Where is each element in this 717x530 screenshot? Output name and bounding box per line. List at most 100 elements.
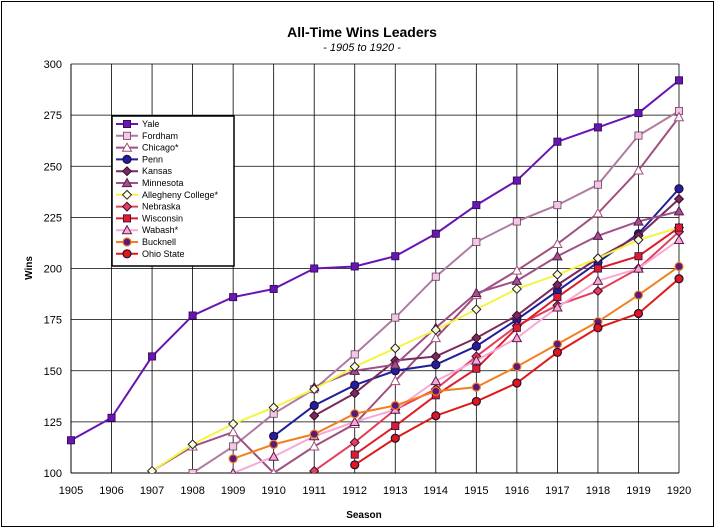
data-point-wisconsin: [553, 293, 562, 302]
data-point-allegheny-college: [552, 269, 563, 280]
data-point-chicago: [430, 332, 442, 343]
data-point-penn: [309, 400, 319, 411]
data-point-wabash: [430, 375, 442, 386]
data-point-wisconsin: [512, 323, 521, 332]
legend-marker-bucknell: [122, 237, 132, 247]
y-tick-label: 225: [44, 212, 62, 224]
data-point-wisconsin: [675, 223, 684, 232]
data-point-chicago: [592, 207, 604, 218]
data-point-ohio-state: [552, 347, 563, 357]
data-point-kansas: [349, 388, 360, 399]
legend-marker-chicago: [121, 142, 133, 152]
data-point-ohio-state: [593, 323, 603, 333]
x-tick-label: 1912: [342, 485, 366, 497]
data-point-fordham: [431, 272, 440, 281]
series-line-minnesota: [313, 210, 680, 389]
y-tick-label: 200: [44, 264, 62, 276]
x-tick-label: 1919: [626, 485, 650, 497]
data-point-wabash: [268, 451, 280, 461]
legend-marker-wabash: [121, 224, 133, 235]
x-tick-label: 1914: [424, 485, 448, 497]
legend-label-kansas: Kansas: [142, 166, 173, 176]
data-point-bucknell: [431, 386, 441, 396]
data-point-yale: [512, 176, 521, 185]
data-point-minnesota: [389, 359, 401, 369]
series-line-wabash: [232, 239, 680, 473]
data-point-penn: [269, 431, 279, 441]
series-bucknell: [228, 261, 684, 464]
series-line-nebraska: [313, 230, 680, 472]
data-point-bucknell: [512, 362, 522, 372]
data-point-wisconsin: [350, 450, 359, 459]
data-point-chicago: [308, 440, 320, 451]
data-point-bucknell: [674, 261, 684, 272]
y-tick-label: 100: [44, 468, 62, 480]
data-point-wabash: [552, 301, 563, 312]
data-point-yale: [107, 413, 116, 422]
data-point-wisconsin: [634, 252, 643, 261]
data-point-yale: [634, 109, 643, 118]
y-tick-label: 125: [44, 417, 62, 429]
data-point-fordham: [553, 201, 562, 210]
legend-label-wisconsin: Wisconsin: [142, 213, 183, 223]
data-point-ohio-state: [512, 378, 522, 388]
x-tick-label: 1906: [99, 485, 123, 497]
data-point-kansas: [309, 410, 320, 421]
data-point-allegheny-college: [349, 361, 360, 372]
data-point-wabash: [511, 332, 523, 343]
legend-label-wabash: Wabash*: [142, 225, 179, 235]
data-point-nebraska: [592, 285, 604, 297]
data-point-wabash: [633, 262, 644, 273]
data-point-nebraska: [309, 465, 320, 473]
data-point-kansas: [430, 351, 441, 362]
data-point-yale: [148, 352, 157, 361]
data-point-ohio-state: [431, 411, 441, 421]
data-point-yale: [675, 76, 684, 85]
data-point-ohio-state: [674, 274, 684, 284]
data-point-chicago: [270, 467, 277, 473]
data-point-fordham: [634, 131, 643, 140]
data-point-kansas: [471, 332, 482, 344]
data-point-nebraska: [349, 437, 360, 448]
data-point-yale: [593, 123, 602, 132]
x-tick-label: 1916: [505, 485, 529, 497]
data-point-yale: [391, 252, 400, 261]
data-point-allegheny-college: [146, 465, 158, 473]
legend-marker-yale: [123, 120, 132, 129]
series-line-allegheny-college: [151, 226, 680, 472]
legend-marker-minnesota: [121, 177, 133, 188]
x-tick-label: 1915: [464, 485, 488, 497]
data-point-fordham: [350, 350, 359, 359]
data-point-chicago: [389, 375, 401, 386]
data-point-penn: [431, 360, 441, 370]
legend-marker-nebraska: [121, 201, 133, 212]
x-axis-label: Season: [346, 510, 382, 521]
legend-label-allegheny-college: Allegheny College*: [142, 190, 219, 200]
data-point-chicago: [227, 426, 239, 437]
data-point-allegheny-college: [633, 234, 644, 245]
data-point-bucknell: [269, 439, 279, 449]
chart-title: All-Time Wins Leaders: [287, 24, 437, 40]
legend-marker-fordham: [123, 131, 132, 140]
chart-subtitle: - 1905 to 1920 -: [323, 42, 401, 54]
data-point-allegheny-college: [309, 384, 320, 395]
data-point-yale: [310, 264, 319, 273]
data-point-ohio-state: [390, 433, 400, 443]
x-tick-label: 1907: [140, 485, 164, 497]
data-point-allegheny-college: [511, 283, 522, 295]
series-line-yale: [70, 79, 680, 442]
y-tick-label: 175: [44, 315, 62, 327]
series-ohio-state: [350, 274, 684, 470]
data-point-bucknell: [390, 400, 400, 411]
series-line-kansas: [313, 198, 680, 417]
x-tick-label: 1913: [383, 485, 407, 497]
data-point-kansas: [552, 279, 563, 290]
legend-marker-wisconsin: [123, 214, 132, 223]
data-point-chicago: [633, 164, 644, 175]
data-point-ohio-state: [633, 308, 644, 319]
data-point-penn: [674, 184, 684, 194]
legend-label-penn: Penn: [142, 154, 163, 164]
x-tick-label: 1920: [667, 485, 691, 497]
legend-label-bucknell: Bucknell: [142, 237, 176, 247]
